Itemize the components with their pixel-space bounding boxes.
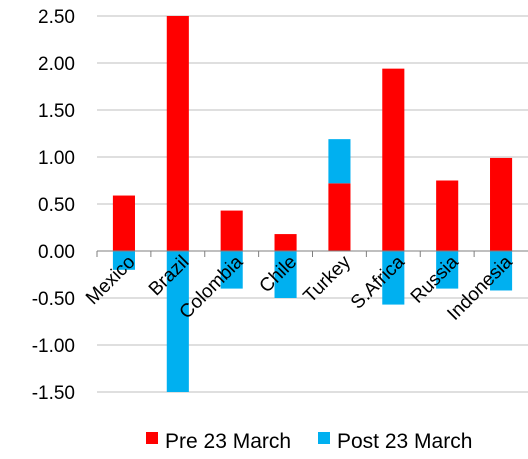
bar-chile-post [274,251,297,298]
legend-swatch-post [318,432,330,444]
bar-safrica-pre [382,68,405,251]
y-tick-label: 1.00 [38,148,75,169]
legend-label-pre: Pre 23 March [165,430,291,453]
bar-russia-pre [436,180,459,251]
bar-colombia-post [220,251,243,289]
bar-colombia-pre [220,210,243,251]
bar-brazil-pre [166,16,189,251]
bar-turkey-post [328,139,351,184]
bar-brazil-post [166,251,189,392]
legend-label-post: Post 23 March [337,430,472,453]
y-tick-label: 0.50 [38,195,75,216]
y-tick-label: -1.50 [32,383,75,404]
y-axis: -1.50 -1.00 -0.50 0.00 0.50 1.00 1.50 2.00 2.50 [32,7,75,404]
bar-russia-post [436,251,459,289]
legend-swatch-pre [146,432,158,444]
bar-indonesia-pre [490,157,513,251]
y-tick-label: -0.50 [32,289,75,310]
bars [112,16,513,392]
bar-safrica-post [382,251,405,305]
y-tick-label: 1.50 [38,101,75,122]
y-tick-label: -1.00 [32,336,75,357]
bar-indonesia-post [490,251,513,291]
y-tick-label: 0.00 [38,242,75,263]
bar-turkey-pre [328,183,351,251]
bar-chile-pre [274,234,297,251]
gridlines [97,15,528,393]
x-category-label: Mexico [82,252,139,309]
y-tick-label: 2.50 [38,7,75,28]
legend: Pre 23 March Post 23 March [146,430,472,453]
y-tick-label: 2.00 [38,54,75,75]
bar-mexico-pre [112,195,135,251]
bar-mexico-post [112,251,135,270]
